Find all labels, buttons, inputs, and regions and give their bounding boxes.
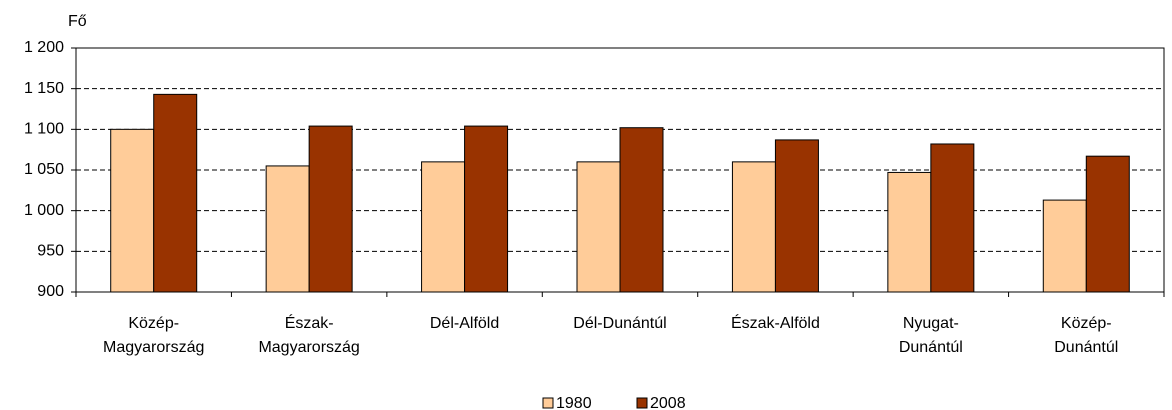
y-tick-label: 950 [37, 243, 64, 260]
y-tick-label: 1 200 [24, 39, 64, 56]
bar [576, 161, 621, 293]
y-tick-label: 900 [37, 283, 64, 300]
legend-label: 2008 [650, 395, 686, 410]
bar [308, 125, 353, 293]
legend-swatch [542, 397, 554, 409]
x-tick-label: Észak- Magyarország [258, 315, 360, 356]
x-tick-label: Dél-Dunántúl [573, 315, 667, 332]
bar [774, 139, 819, 293]
y-tick-label: 1 100 [24, 121, 64, 138]
legend-label: 1980 [556, 395, 592, 410]
legend-swatch [636, 397, 648, 409]
y-tick-label: 1 150 [24, 80, 64, 97]
bar [930, 143, 975, 293]
x-tick-label: Dél-Alföld [429, 315, 500, 332]
bar [421, 161, 466, 293]
bar [1085, 155, 1130, 293]
x-tick-label: Észak-Alföld [730, 315, 820, 332]
x-tick-label: Közép- Magyarország [103, 315, 205, 356]
y-tick-label: 1 050 [24, 161, 64, 178]
bar [265, 165, 310, 293]
y-tick-label: 1 000 [24, 202, 64, 219]
bar [887, 171, 932, 293]
bar [731, 161, 776, 293]
x-tick-label: Közép- Dunántúl [1054, 315, 1119, 356]
bar [464, 125, 509, 293]
bar [619, 127, 664, 293]
bar [110, 128, 155, 293]
y-axis-label: Fő [68, 13, 87, 30]
bar [153, 93, 198, 293]
bar [1042, 199, 1087, 293]
x-tick-label: Nyugat- Dunántúl [898, 315, 963, 356]
